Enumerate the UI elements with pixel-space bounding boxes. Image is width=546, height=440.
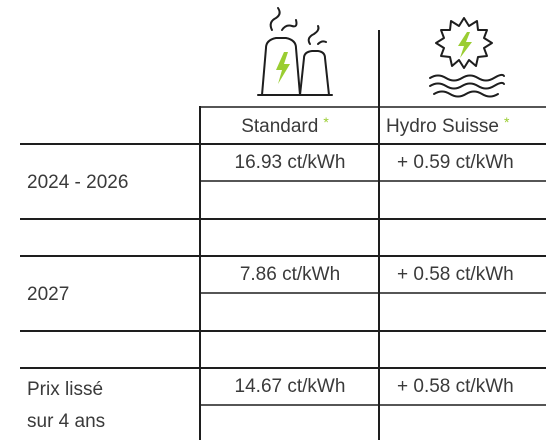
- row-label: 2024 - 2026: [27, 172, 128, 193]
- column-note: *: [323, 114, 329, 130]
- row-label: Prix lissé: [27, 379, 103, 400]
- standard-price: 7.86 ct/kWh: [240, 264, 340, 285]
- column-note: *: [504, 114, 510, 130]
- column-header: Standard *: [241, 114, 329, 137]
- hydro-sun-icon: [429, 17, 505, 98]
- hydro-surcharge: + 0.59 ct/kWh: [397, 152, 514, 173]
- row-label: sur 4 ans: [27, 411, 105, 432]
- row-label: 2027: [27, 284, 69, 305]
- column-label: Hydro Suisse: [386, 116, 499, 137]
- power-plant-icon: [257, 7, 333, 96]
- standard-price: 16.93 ct/kWh: [235, 152, 346, 173]
- standard-price: 14.67 ct/kWh: [235, 376, 346, 397]
- hydro-surcharge: + 0.58 ct/kWh: [397, 264, 514, 285]
- column-label: Standard: [241, 116, 318, 137]
- column-header: Hydro Suisse *: [386, 114, 510, 137]
- hydro-surcharge: + 0.58 ct/kWh: [397, 376, 514, 397]
